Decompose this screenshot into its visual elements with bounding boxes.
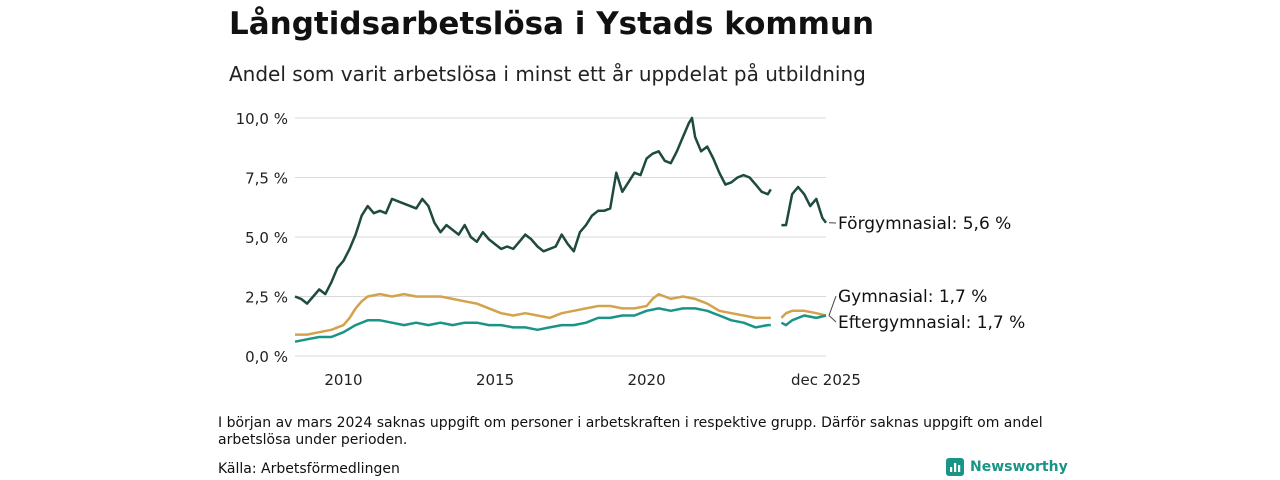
chart-subtitle: Andel som varit arbetslösa i minst ett å… bbox=[229, 62, 866, 86]
series-label-eftergymnasial: Eftergymnasial: 1,7 % bbox=[838, 313, 1025, 333]
x-tick-label: 2015 bbox=[476, 371, 514, 389]
x-tick-label: dec 2025 bbox=[791, 371, 861, 389]
leader-line bbox=[828, 315, 837, 323]
y-tick-label: 7,5 % bbox=[245, 170, 288, 188]
series-label-gymnasial: Gymnasial: 1,7 % bbox=[838, 287, 987, 307]
brand-name: Newsworthy bbox=[970, 459, 1068, 475]
x-tick-label: 2020 bbox=[627, 371, 665, 389]
footnote: I början av mars 2024 saknas uppgift om … bbox=[218, 415, 1043, 448]
leader-line bbox=[828, 295, 837, 316]
series-line-förgymnasial bbox=[294, 116, 827, 305]
y-tick-label: 10,0 % bbox=[236, 110, 288, 128]
series-line-gymnasial bbox=[295, 292, 827, 336]
y-tick-label: 0,0 % bbox=[245, 348, 288, 366]
series-label-förgymnasial: Förgymnasial: 5,6 % bbox=[838, 214, 1011, 234]
chart-logo-icon bbox=[946, 458, 964, 476]
line-chart: 0,0 % 2,5 % 5,0 % 7,5 % 10,0 % 2010 2015 2020 de… bbox=[236, 110, 1026, 389]
newsworthy-logo[interactable]: Newsworthy bbox=[946, 457, 1068, 477]
source-label: Källa: Arbetsförmedlingen bbox=[218, 461, 400, 477]
y-tick-label: 5,0 % bbox=[245, 229, 288, 247]
chart-title: Långtidsarbetslösa i Ystads kommun bbox=[229, 6, 875, 42]
series-line-eftergymnasial bbox=[294, 307, 827, 343]
y-tick-label: 2,5 % bbox=[245, 289, 288, 307]
x-tick-label: 2010 bbox=[324, 371, 362, 389]
